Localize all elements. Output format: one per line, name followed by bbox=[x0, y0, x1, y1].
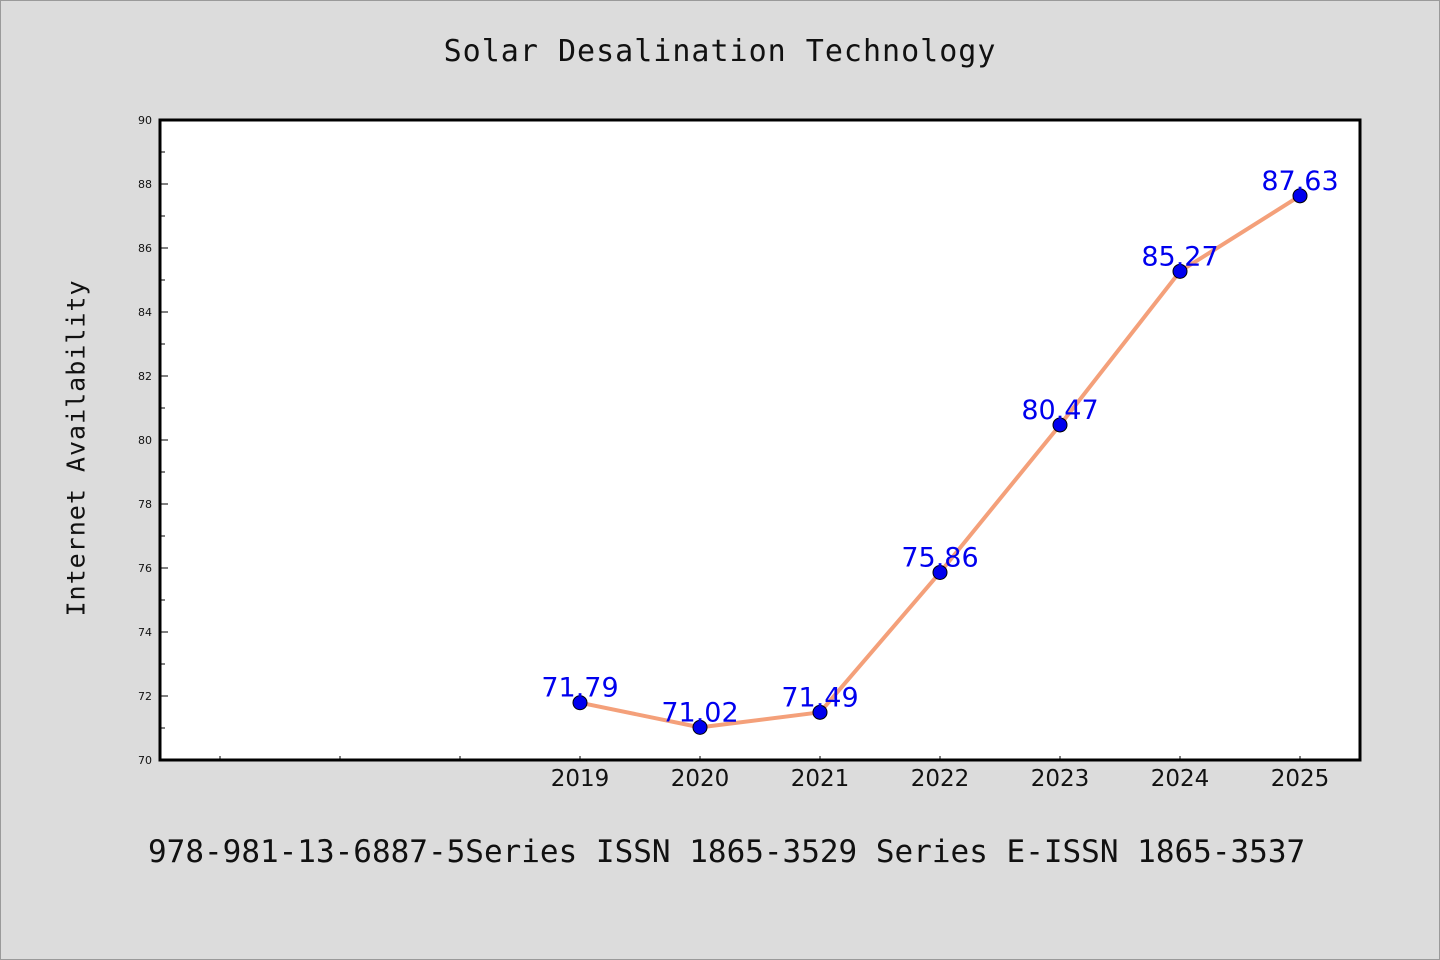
data-label: 71.79 bbox=[541, 673, 618, 704]
y-tick-label: 90 bbox=[138, 114, 152, 127]
plot-area bbox=[158, 118, 1362, 762]
data-point bbox=[932, 564, 948, 580]
data-point bbox=[812, 704, 828, 720]
data-label: 85.27 bbox=[1141, 241, 1218, 272]
y-tick-label: 80 bbox=[138, 434, 152, 447]
y-tick-label: 86 bbox=[138, 242, 152, 255]
y-tick-label: 70 bbox=[138, 754, 152, 767]
data-label: 71.49 bbox=[781, 682, 858, 713]
x-tick-label: 2024 bbox=[1151, 766, 1210, 792]
data-label: 71.02 bbox=[661, 697, 738, 728]
x-tick-label: 2023 bbox=[1031, 766, 1090, 792]
data-point bbox=[1292, 188, 1308, 204]
y-tick-label: 74 bbox=[138, 626, 152, 639]
x-tick-label: 2021 bbox=[791, 766, 850, 792]
x-tick-label: 2020 bbox=[671, 766, 730, 792]
footer-text: 978-981-13-6887-5Series ISSN 1865-3529 S… bbox=[148, 834, 1306, 870]
x-tick-label: 2019 bbox=[551, 766, 610, 792]
data-point bbox=[1052, 417, 1068, 433]
data-point bbox=[692, 719, 708, 735]
chart-title: Solar Desalination Technology bbox=[443, 34, 997, 69]
data-point bbox=[572, 695, 588, 711]
data-label: 75.86 bbox=[901, 542, 978, 573]
axes-layer: 70 72 74 76 78 80 82 84 86 88 90 2019 2020 2021 2022 20… bbox=[138, 114, 1329, 792]
y-tick-label: 72 bbox=[138, 690, 152, 703]
data-label: 80.47 bbox=[1021, 395, 1098, 426]
series-layer: 71.79 71.02 71.49 75.86 80.47 85.27 87.63 bbox=[541, 166, 1339, 735]
y-tick-label: 84 bbox=[138, 306, 152, 319]
x-tick-label: 2025 bbox=[1271, 766, 1330, 792]
y-tick-label: 78 bbox=[138, 498, 152, 511]
data-label: 87.63 bbox=[1261, 166, 1338, 197]
y-tick-label: 88 bbox=[138, 178, 152, 191]
y-tick-label: 82 bbox=[138, 370, 152, 383]
x-tick-label: 2022 bbox=[911, 766, 970, 792]
y-tick-label: 76 bbox=[138, 562, 152, 575]
data-point bbox=[1172, 263, 1188, 279]
